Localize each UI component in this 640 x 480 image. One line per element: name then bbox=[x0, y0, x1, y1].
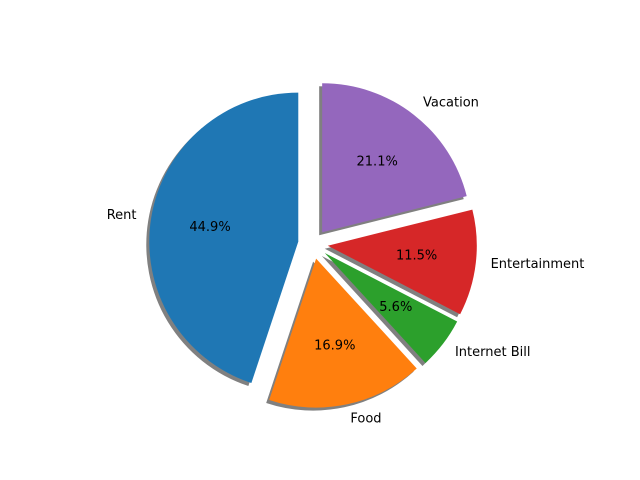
slice-wedges bbox=[149, 83, 477, 408]
slice-food bbox=[269, 258, 417, 408]
category-label-rent: Rent bbox=[107, 208, 137, 223]
category-labels: Rent Food Internet Bill Entertainment Vacati… bbox=[107, 96, 585, 427]
slice-entertainment bbox=[327, 209, 477, 315]
slice-internet-bill bbox=[324, 253, 458, 363]
percent-labels: 44.9% 16.9% 5.6% 11.5% 21.1% bbox=[189, 154, 437, 353]
category-label-entertainment: Entertainment bbox=[491, 257, 585, 272]
category-label-food: Food bbox=[350, 411, 381, 426]
category-label-internet-bill: Internet Bill bbox=[455, 345, 531, 360]
percent-label-internet-bill: 5.6% bbox=[379, 300, 412, 315]
percent-label-rent: 44.9% bbox=[189, 220, 230, 235]
slice-rent bbox=[149, 92, 299, 384]
category-label-vacation: Vacation bbox=[423, 96, 479, 111]
slice-vacation bbox=[322, 83, 467, 233]
percent-label-food: 16.9% bbox=[314, 339, 355, 354]
percent-label-entertainment: 11.5% bbox=[396, 249, 437, 264]
percent-label-vacation: 21.1% bbox=[357, 154, 398, 169]
